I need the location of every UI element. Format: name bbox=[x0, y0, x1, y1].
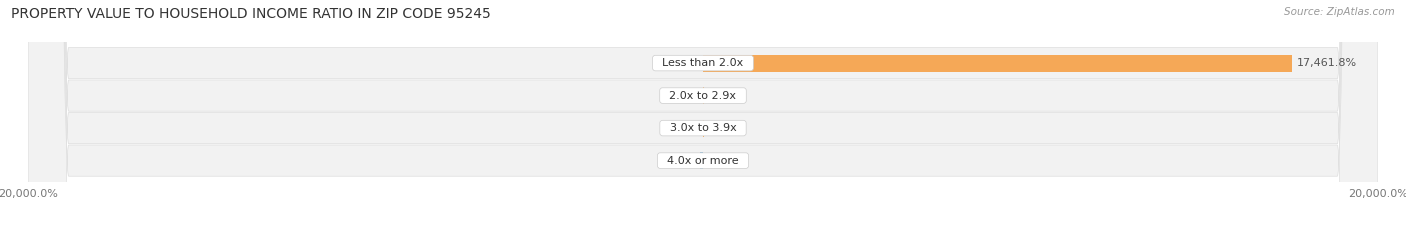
Text: 17,461.8%: 17,461.8% bbox=[1298, 58, 1357, 68]
Text: 17.5%: 17.5% bbox=[709, 91, 744, 101]
Text: 26.4%: 26.4% bbox=[709, 123, 744, 133]
Bar bbox=[700, 152, 703, 169]
Text: 11.2%: 11.2% bbox=[662, 91, 697, 101]
Text: Less than 2.0x: Less than 2.0x bbox=[655, 58, 751, 68]
Text: PROPERTY VALUE TO HOUSEHOLD INCOME RATIO IN ZIP CODE 95245: PROPERTY VALUE TO HOUSEHOLD INCOME RATIO… bbox=[11, 7, 491, 21]
Text: 2.0x to 2.9x: 2.0x to 2.9x bbox=[662, 91, 744, 101]
Text: 78.9%: 78.9% bbox=[659, 156, 696, 166]
Text: Source: ZipAtlas.com: Source: ZipAtlas.com bbox=[1284, 7, 1395, 17]
Text: 9.8%: 9.8% bbox=[669, 123, 697, 133]
Text: 5.8%: 5.8% bbox=[709, 156, 737, 166]
FancyBboxPatch shape bbox=[28, 0, 1378, 233]
FancyBboxPatch shape bbox=[28, 0, 1378, 233]
Text: 0.0%: 0.0% bbox=[669, 58, 697, 68]
Text: 3.0x to 3.9x: 3.0x to 3.9x bbox=[662, 123, 744, 133]
Bar bbox=[703, 55, 1292, 72]
FancyBboxPatch shape bbox=[28, 0, 1378, 233]
Text: 4.0x or more: 4.0x or more bbox=[661, 156, 745, 166]
FancyBboxPatch shape bbox=[28, 0, 1378, 233]
